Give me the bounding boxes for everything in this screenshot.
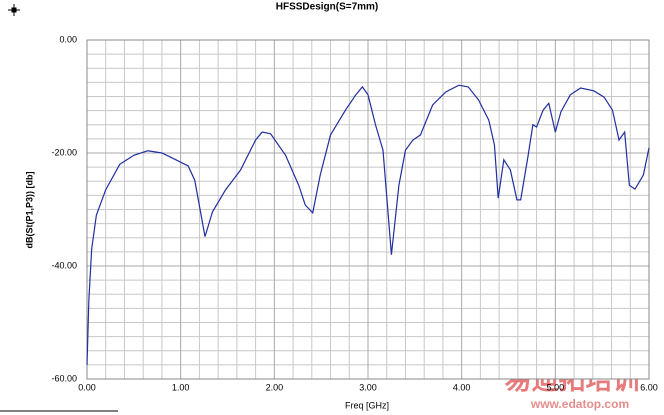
x-tick-label: 1.00	[172, 382, 190, 392]
chart-title: HFSSDesign(S=7mm)	[276, 2, 379, 13]
x-tick-label: 5.00	[547, 382, 565, 392]
x-tick-label: 4.00	[453, 382, 471, 392]
y-tick-label: -20.00	[51, 147, 77, 157]
x-tick-label: 2.00	[266, 382, 284, 392]
y-tick-label: -60.00	[51, 373, 77, 383]
y-tick-label: -40.00	[51, 260, 77, 270]
watermark-url: www.edatop.com	[530, 397, 629, 411]
plot-border	[86, 39, 650, 380]
y-tick-label: 0.00	[59, 34, 77, 44]
x-axis-label: Freq [GHz]	[345, 400, 389, 410]
cursor-icon	[8, 4, 20, 16]
x-tick-label: 3.00	[359, 382, 377, 392]
plot-area	[86, 39, 650, 380]
x-tick-label: 0.00	[78, 382, 96, 392]
x-tick-label: 6.00	[640, 382, 658, 392]
data-line	[86, 84, 650, 365]
y-axis-label: dB(St(P1,P3)) [db]	[24, 172, 34, 249]
